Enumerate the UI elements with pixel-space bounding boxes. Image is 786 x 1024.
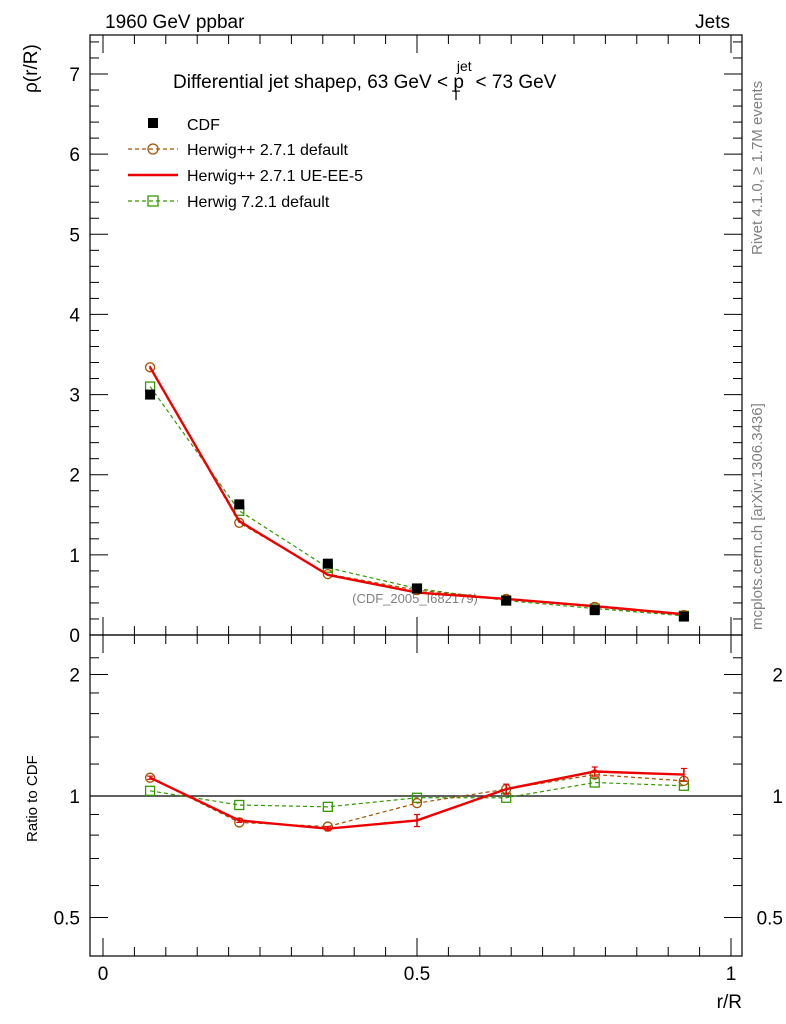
main-line-herwigpp-2-7-1-ue-ee-5 xyxy=(149,366,685,616)
chart-title-main: Differential jet shapeρ, 63 GeV < p xyxy=(173,72,464,93)
main-y-tick-label: 1 xyxy=(69,546,80,567)
legend-marker-cdf xyxy=(148,118,158,128)
main-point-cdf xyxy=(322,558,333,569)
ratio-y-tick-label: 2 xyxy=(69,666,80,687)
main-y-tick-label: 6 xyxy=(69,145,80,166)
main-y-axis-label: ρ(r/R) xyxy=(21,44,42,93)
ratio-y-tick-label-right: 2 xyxy=(772,666,783,687)
ratio-point-herwig-7-2-1-default xyxy=(144,785,156,796)
ratio-line-herwig-7-2-1-default xyxy=(150,781,684,808)
ratio-point-herwig-7-2-1-default xyxy=(234,799,245,811)
ratio-y-tick-label: 0.5 xyxy=(54,909,80,930)
ratio-point-herwigpp-2-7-1-default xyxy=(144,772,156,783)
legend-marker-herwigpp-default xyxy=(147,143,159,155)
mcplots-reference-label: mcplots.cern.ch [arXiv:1306.3436] xyxy=(749,403,766,630)
ratio-y-tick-label-right: 1 xyxy=(772,787,783,808)
legend-marker-herwig7 xyxy=(147,195,159,207)
ratio-series-group xyxy=(144,766,690,832)
main-y-tick-label: 0 xyxy=(69,626,80,647)
x-axis-label: r/R xyxy=(717,992,742,1013)
rivet-version-label: Rivet 4.1.0, ≥ 1.7M events xyxy=(749,81,766,255)
header-right-label: Jets xyxy=(695,12,730,33)
chart-title-end: < 73 GeV xyxy=(470,72,556,93)
legend-label-cdf: CDF xyxy=(187,117,220,134)
ratio-point-herwig-7-2-1-default xyxy=(411,792,423,803)
legend: CDF Herwig++ 2.7.1 default Herwig++ 2.7.… xyxy=(128,117,363,211)
chart-title-subscript: T xyxy=(452,87,461,103)
ratio-axis-ticks: 0.5 0.5 1 1 2 2 0 0.5 1 xyxy=(54,635,783,985)
main-point-herwigpp-2-7-1-default xyxy=(144,362,156,373)
x-tick-label: 1 xyxy=(726,964,737,985)
header-left-label: 1960 GeV ppbar xyxy=(105,12,245,33)
main-y-tick-label: 2 xyxy=(69,466,80,487)
main-y-tick-label: 7 xyxy=(69,65,80,86)
legend-label-herwigpp-default: Herwig++ 2.7.1 default xyxy=(187,142,349,159)
main-point-cdf xyxy=(412,583,422,594)
legend-label-herwig7: Herwig 7.2.1 default xyxy=(187,194,330,211)
ratio-point-herwig-7-2-1-default xyxy=(322,801,333,812)
chart-title-superscript: jet xyxy=(456,58,472,74)
main-y-tick-label: 4 xyxy=(69,305,80,326)
ratio-y-tick-label-right: 0.5 xyxy=(757,909,783,930)
main-point-herwigpp-2-7-1-default xyxy=(322,568,333,580)
x-tick-label: 0 xyxy=(98,964,109,985)
main-line-herwigpp-2-7-1-default xyxy=(149,367,684,616)
ratio-panel: 0.5 0.5 1 1 2 2 0 0.5 1 Ratio to CDF r/R xyxy=(24,634,783,1013)
main-point-cdf xyxy=(678,611,689,622)
ratio-y-tick-label: 1 xyxy=(69,787,80,808)
ratio-point-herwig-7-2-1-default xyxy=(589,777,600,788)
main-y-tick-label: 3 xyxy=(69,386,80,407)
main-y-tick-label: 5 xyxy=(69,225,80,246)
main-series-group xyxy=(144,362,690,622)
main-point-cdf xyxy=(234,499,245,510)
main-line-herwig-7-2-1-default xyxy=(149,386,684,617)
ratio-y-axis-label: Ratio to CDF xyxy=(24,755,41,842)
main-point-cdf xyxy=(145,389,156,400)
ratio-plot-frame xyxy=(89,634,743,957)
main-point-cdf xyxy=(589,605,600,616)
legend-label-herwigpp-ue-ee-5: Herwig++ 2.7.1 UE-EE-5 xyxy=(187,168,363,185)
main-point-cdf xyxy=(501,595,512,606)
chart-title: Differential jet shapeρ, 63 GeV < pjet T … xyxy=(173,58,557,103)
x-tick-label: 0.5 xyxy=(404,964,430,985)
main-axis-ticks: 0 1 2 3 4 5 6 7 xyxy=(69,35,742,647)
ratio-point-herwigpp-2-7-1-default xyxy=(411,798,423,809)
